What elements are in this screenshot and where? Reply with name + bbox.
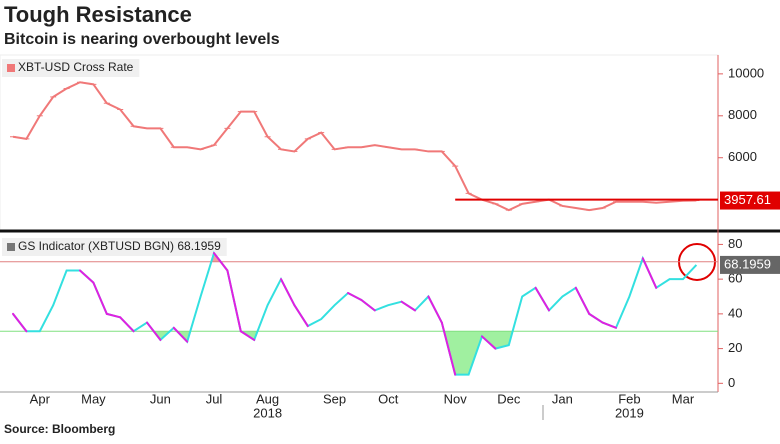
year-label: 2019	[615, 405, 644, 420]
falling-segment	[400, 300, 416, 312]
falling-segment	[172, 326, 189, 343]
overbought-fill	[13, 253, 697, 262]
source: Source: Bloomberg	[4, 422, 115, 436]
y-tick-label: 60	[728, 271, 742, 286]
oversold-fill	[13, 331, 697, 375]
y-tick-label: 8000	[728, 107, 757, 122]
legend-label: GS Indicator (XBTUSD BGN) 68.1959	[18, 239, 221, 253]
year-label: 2018	[253, 405, 282, 420]
y-tick-label: 40	[728, 305, 742, 320]
y-tick-label: 10000	[728, 65, 764, 80]
legend-background	[2, 238, 227, 256]
falling-segment	[293, 304, 309, 328]
x-tick-label: Jul	[206, 391, 223, 406]
last-value-label: 68.1959	[724, 256, 771, 271]
legend: XBT-USD Cross Rate	[2, 59, 140, 77]
falling-segment	[119, 316, 135, 333]
falling-segment	[280, 278, 296, 307]
falling-segment	[105, 312, 122, 319]
x-tick-label: Sep	[323, 391, 346, 406]
y-tick-label: 0	[728, 375, 735, 390]
x-tick-label: Aug	[256, 391, 279, 406]
x-tick-label: Feb	[618, 391, 640, 406]
x-tick-label: May	[81, 391, 106, 406]
y-tick-label: 20	[728, 340, 742, 355]
data-line	[12, 250, 698, 376]
falling-segment	[347, 292, 363, 301]
falling-segment	[239, 330, 256, 341]
x-tick-label: Nov	[444, 391, 468, 406]
x-tick-label: Jun	[150, 391, 171, 406]
falling-segment	[440, 321, 457, 376]
x-tick-label: Jan	[552, 391, 573, 406]
legend-label: XBT-USD Cross Rate	[18, 60, 134, 74]
last-value-box	[720, 191, 780, 210]
x-tick-label: Mar	[672, 391, 695, 406]
falling-segment	[92, 281, 108, 315]
falling-segment	[641, 257, 658, 289]
chart-subtitle: Bitcoin is nearing overbought levels	[4, 31, 280, 48]
legend-background	[2, 59, 140, 77]
y-tick-label: 6000	[728, 149, 757, 164]
falling-segment	[427, 295, 443, 324]
chart-title: Tough Resistance	[4, 2, 192, 27]
legend: GS Indicator (XBTUSD BGN) 68.1959	[2, 238, 227, 256]
data-line	[12, 81, 697, 212]
legend-swatch	[7, 243, 15, 251]
x-tick-label: Dec	[497, 391, 521, 406]
falling-segment	[360, 298, 376, 312]
falling-segment	[12, 312, 28, 333]
falling-segment	[534, 286, 550, 312]
last-value-label: 3957.61	[724, 192, 771, 207]
falling-segment	[79, 269, 95, 284]
falling-segment	[601, 321, 617, 329]
falling-segment	[588, 312, 604, 324]
x-tick-label: Oct	[378, 391, 399, 406]
last-value-box	[720, 255, 780, 274]
falling-segment	[146, 321, 162, 341]
falling-segment	[213, 252, 229, 272]
falling-segment	[226, 269, 242, 333]
falling-segment	[574, 286, 591, 315]
x-tick-label: Apr	[30, 391, 51, 406]
y-tick-label: 80	[728, 236, 742, 251]
legend-swatch	[7, 64, 15, 72]
falling-segment	[481, 335, 497, 350]
